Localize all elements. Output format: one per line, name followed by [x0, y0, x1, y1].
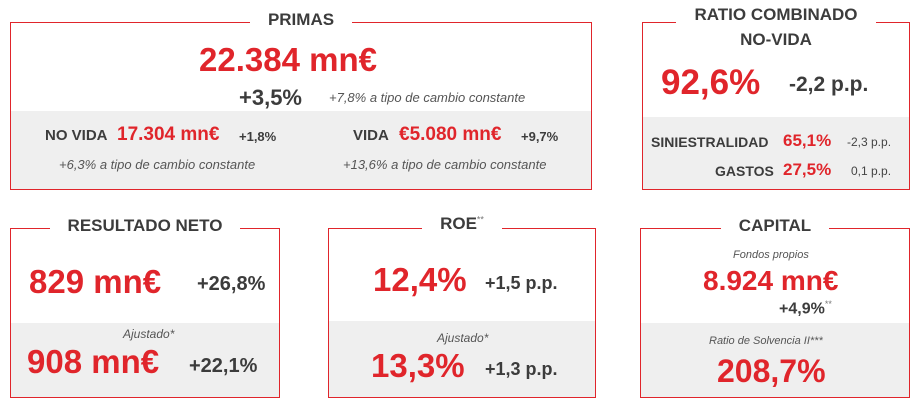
- resultado-value: 829 mn€: [29, 263, 162, 300]
- siniestralidad-value: 65,1%: [783, 131, 832, 150]
- primas-value: 22.384 mn€: [199, 41, 377, 78]
- siniestralidad-label: SINIESTRALIDAD: [651, 134, 769, 150]
- vida-note: +13,6% a tipo de cambio constante: [343, 157, 547, 172]
- resultado-adjusted-value: 908 mn€: [27, 343, 160, 380]
- resultado-growth: +26,8%: [197, 273, 266, 295]
- fondos-propios-footnote: **: [824, 299, 832, 309]
- ratio-value: 92,6%: [661, 63, 761, 102]
- solvencia-value: 208,7%: [717, 353, 826, 389]
- no-vida-growth: +1,8%: [239, 129, 277, 144]
- primas-growth-note: +7,8% a tipo de cambio constante: [329, 90, 526, 105]
- no-vida-value: 17.304 mn€: [117, 124, 220, 145]
- ratio-breakdown-panel: [643, 117, 909, 189]
- fondos-propios-value: 8.924 mn€: [703, 265, 839, 296]
- no-vida-label: NO VIDA: [45, 127, 108, 144]
- primas-breakdown-panel: [11, 111, 591, 189]
- resultado-adjusted-label: Ajustado*: [123, 327, 175, 341]
- roe-card: 12,4% +1,5 p.p. Ajustado* 13,3% +1,3 p.p…: [328, 228, 596, 398]
- capital-solvencia-panel: [641, 323, 909, 397]
- resultado-title: RESULTADO NETO: [10, 216, 280, 236]
- roe-adjusted-label: Ajustado*: [437, 331, 489, 345]
- ratio-change: -2,2 p.p.: [789, 73, 869, 96]
- vida-label: VIDA: [353, 127, 389, 144]
- fondos-propios-growth-text: +4,9%: [779, 300, 825, 318]
- roe-title-text: ROE: [440, 214, 477, 233]
- resultado-adjusted-panel: [11, 323, 279, 397]
- capital-title: CAPITAL: [640, 216, 910, 236]
- fondos-propios-label: Fondos propios: [733, 249, 809, 261]
- ratio-card: 92,6% -2,2 p.p. SINIESTRALIDAD 65,1% -2,…: [642, 22, 910, 190]
- resultado-card: 829 mn€ +26,8% Ajustado* 908 mn€ +22,1%: [10, 228, 280, 398]
- siniestralidad-change: -2,3 p.p.: [847, 135, 892, 149]
- roe-title: ROE**: [328, 214, 596, 234]
- roe-adjusted-panel: [329, 321, 595, 397]
- vida-growth: +9,7%: [521, 129, 559, 144]
- gastos-value: 27,5%: [783, 160, 832, 179]
- primas-title: PRIMAS: [10, 10, 592, 30]
- primas-growth: +3,5%: [239, 85, 302, 110]
- solvencia-label: Ratio de Solvencia II***: [709, 335, 823, 347]
- roe-change: +1,5 p.p.: [485, 273, 558, 293]
- vida-value: €5.080 mn€: [399, 124, 502, 145]
- roe-adjusted-value: 13,3%: [371, 347, 465, 384]
- no-vida-note: +6,3% a tipo de cambio constante: [59, 157, 256, 172]
- roe-adjusted-change: +1,3 p.p.: [485, 359, 558, 379]
- ratio-title: RATIO COMBINADO NO-VIDA: [642, 2, 910, 52]
- capital-card: Fondos propios 8.924 mn€ +4,9%** Ratio d…: [640, 228, 910, 398]
- fondos-propios-growth: +4,9%**: [779, 299, 832, 318]
- gastos-label: GASTOS: [715, 163, 774, 179]
- roe-title-footnote: **: [476, 214, 484, 225]
- gastos-change: 0,1 p.p.: [851, 164, 892, 178]
- roe-value: 12,4%: [373, 261, 467, 298]
- resultado-adjusted-growth: +22,1%: [189, 355, 258, 377]
- primas-card: 22.384 mn€ +3,5% +7,8% a tipo de cambio …: [10, 22, 592, 190]
